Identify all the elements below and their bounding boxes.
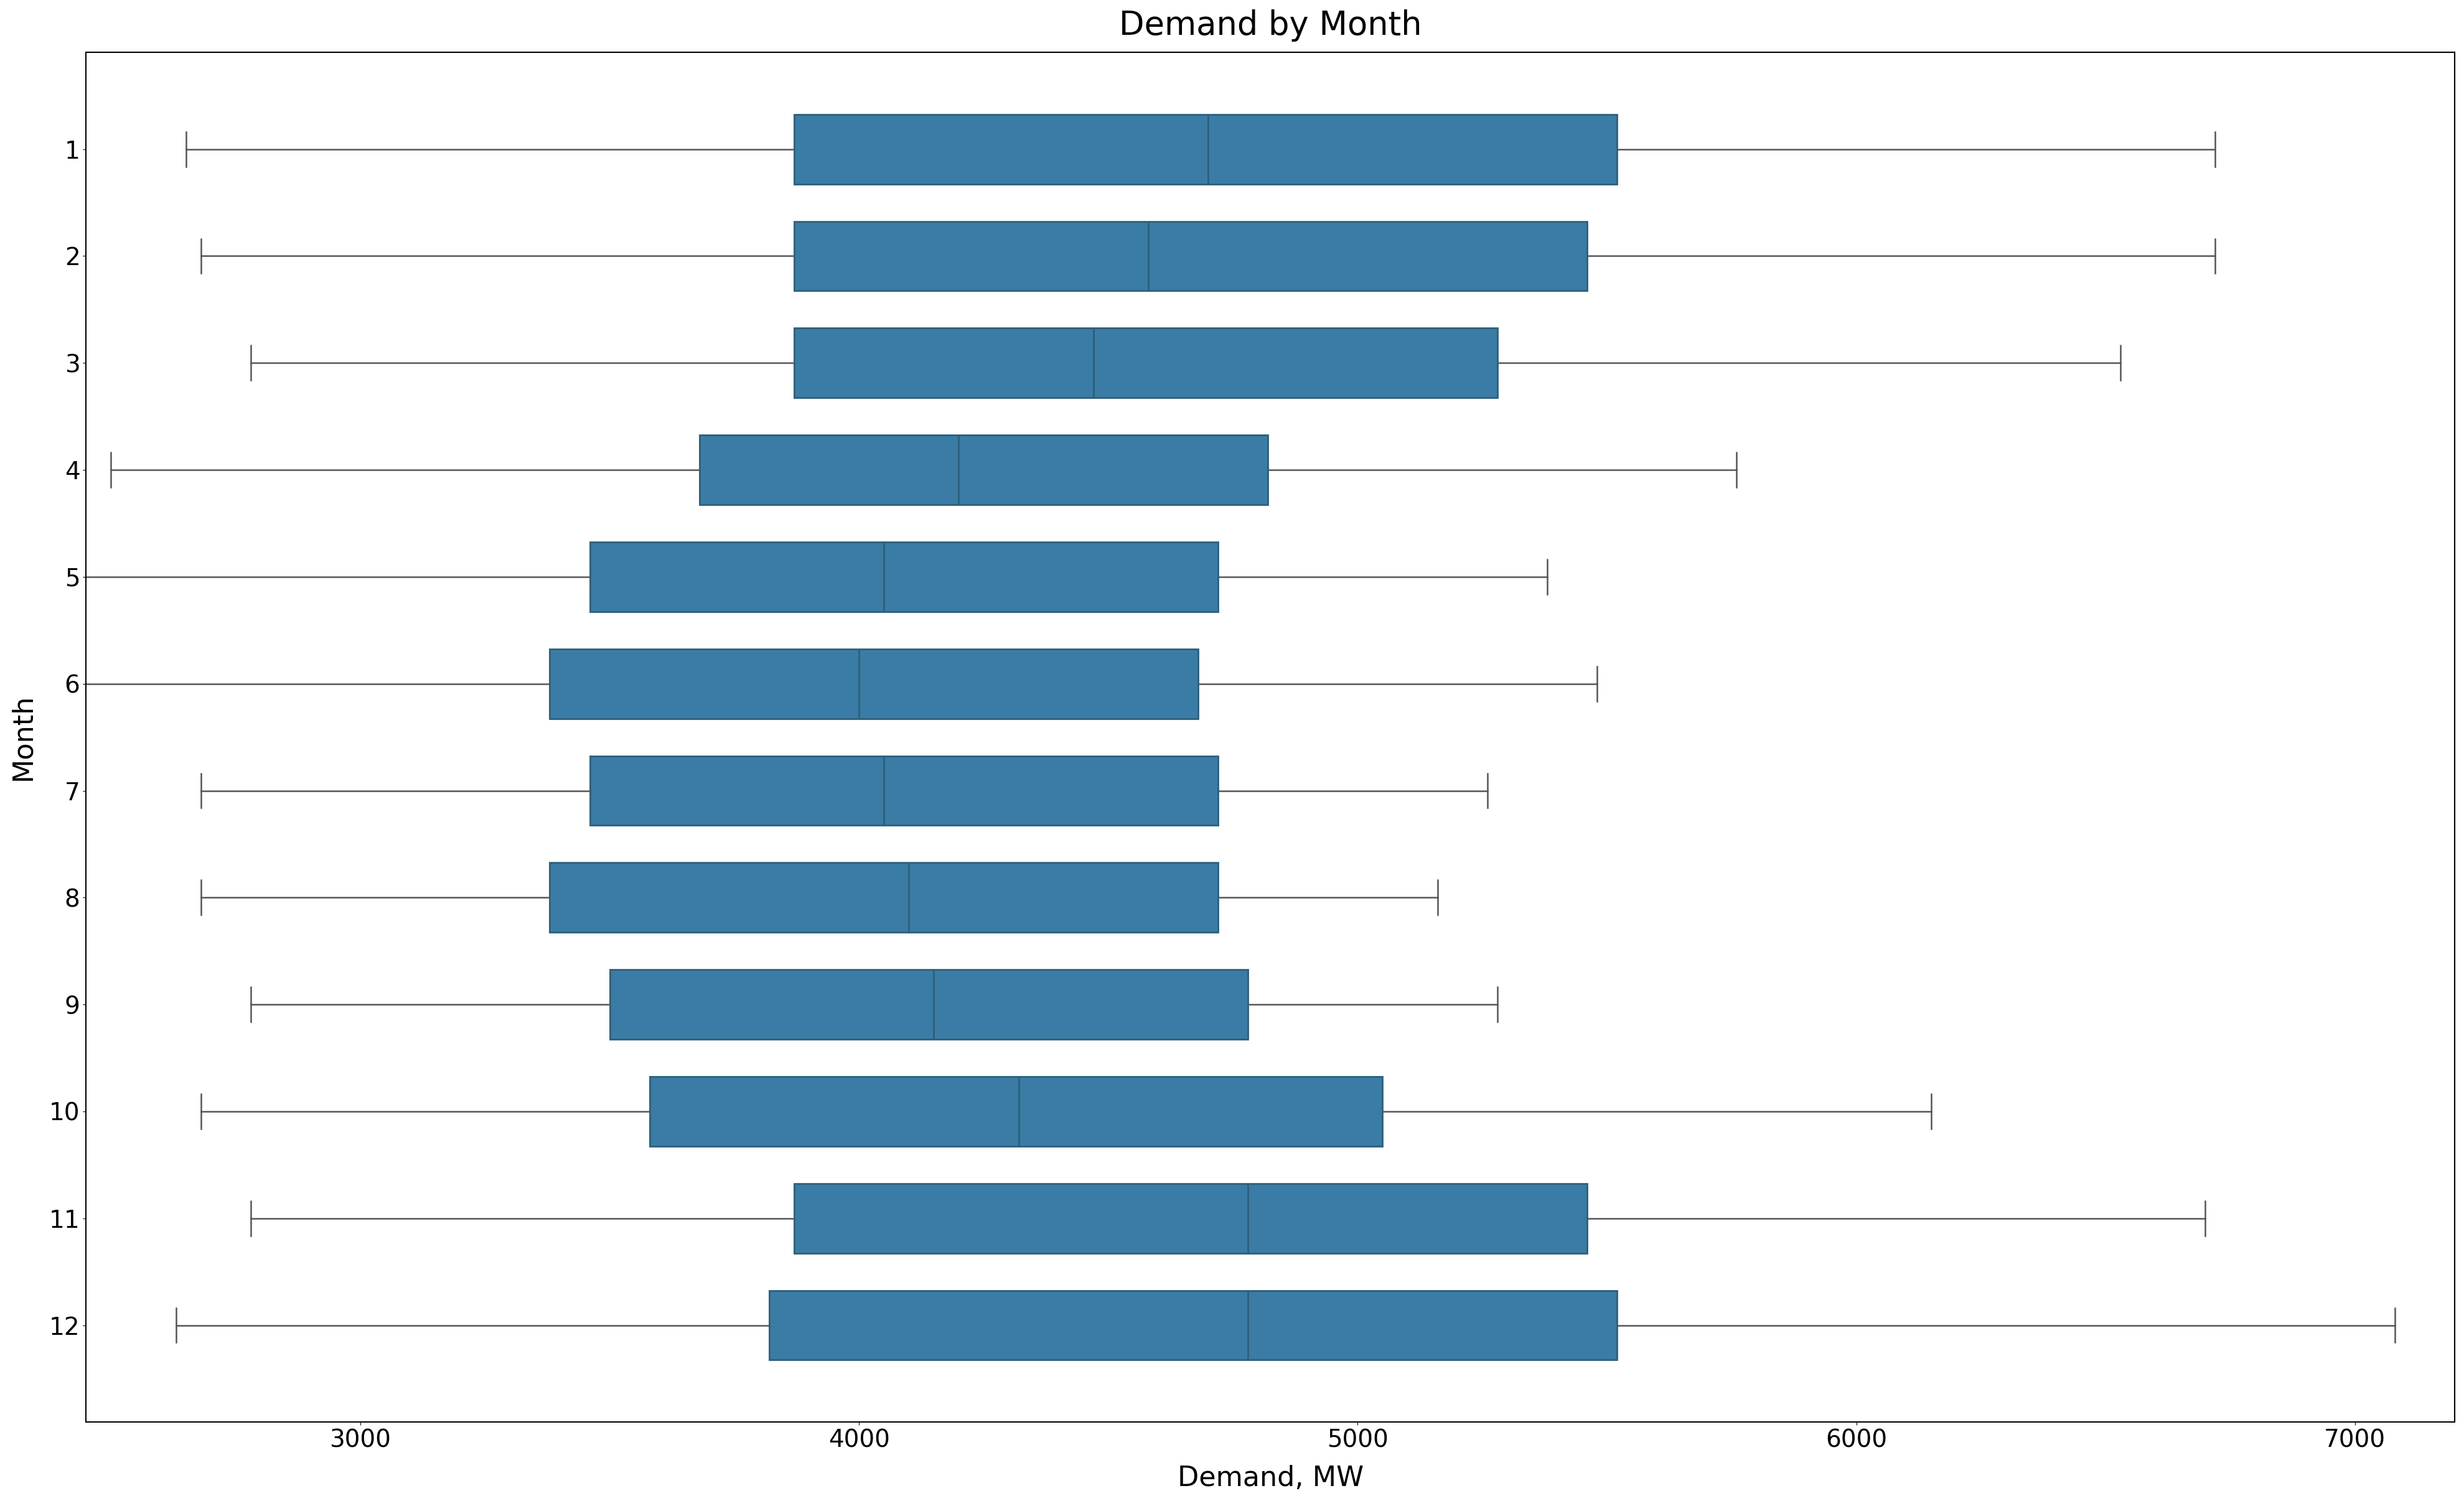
PathPatch shape [589, 757, 1217, 826]
PathPatch shape [650, 1076, 1382, 1147]
PathPatch shape [769, 1291, 1616, 1360]
PathPatch shape [549, 863, 1217, 932]
X-axis label: Demand, MW: Demand, MW [1178, 1465, 1363, 1492]
PathPatch shape [700, 435, 1269, 504]
Y-axis label: Month: Month [10, 693, 37, 781]
PathPatch shape [793, 114, 1616, 185]
PathPatch shape [589, 542, 1217, 611]
Title: Demand by Month: Demand by Month [1119, 9, 1422, 42]
PathPatch shape [793, 329, 1498, 398]
PathPatch shape [793, 221, 1587, 291]
PathPatch shape [549, 648, 1198, 719]
PathPatch shape [609, 970, 1247, 1039]
PathPatch shape [793, 1184, 1587, 1253]
